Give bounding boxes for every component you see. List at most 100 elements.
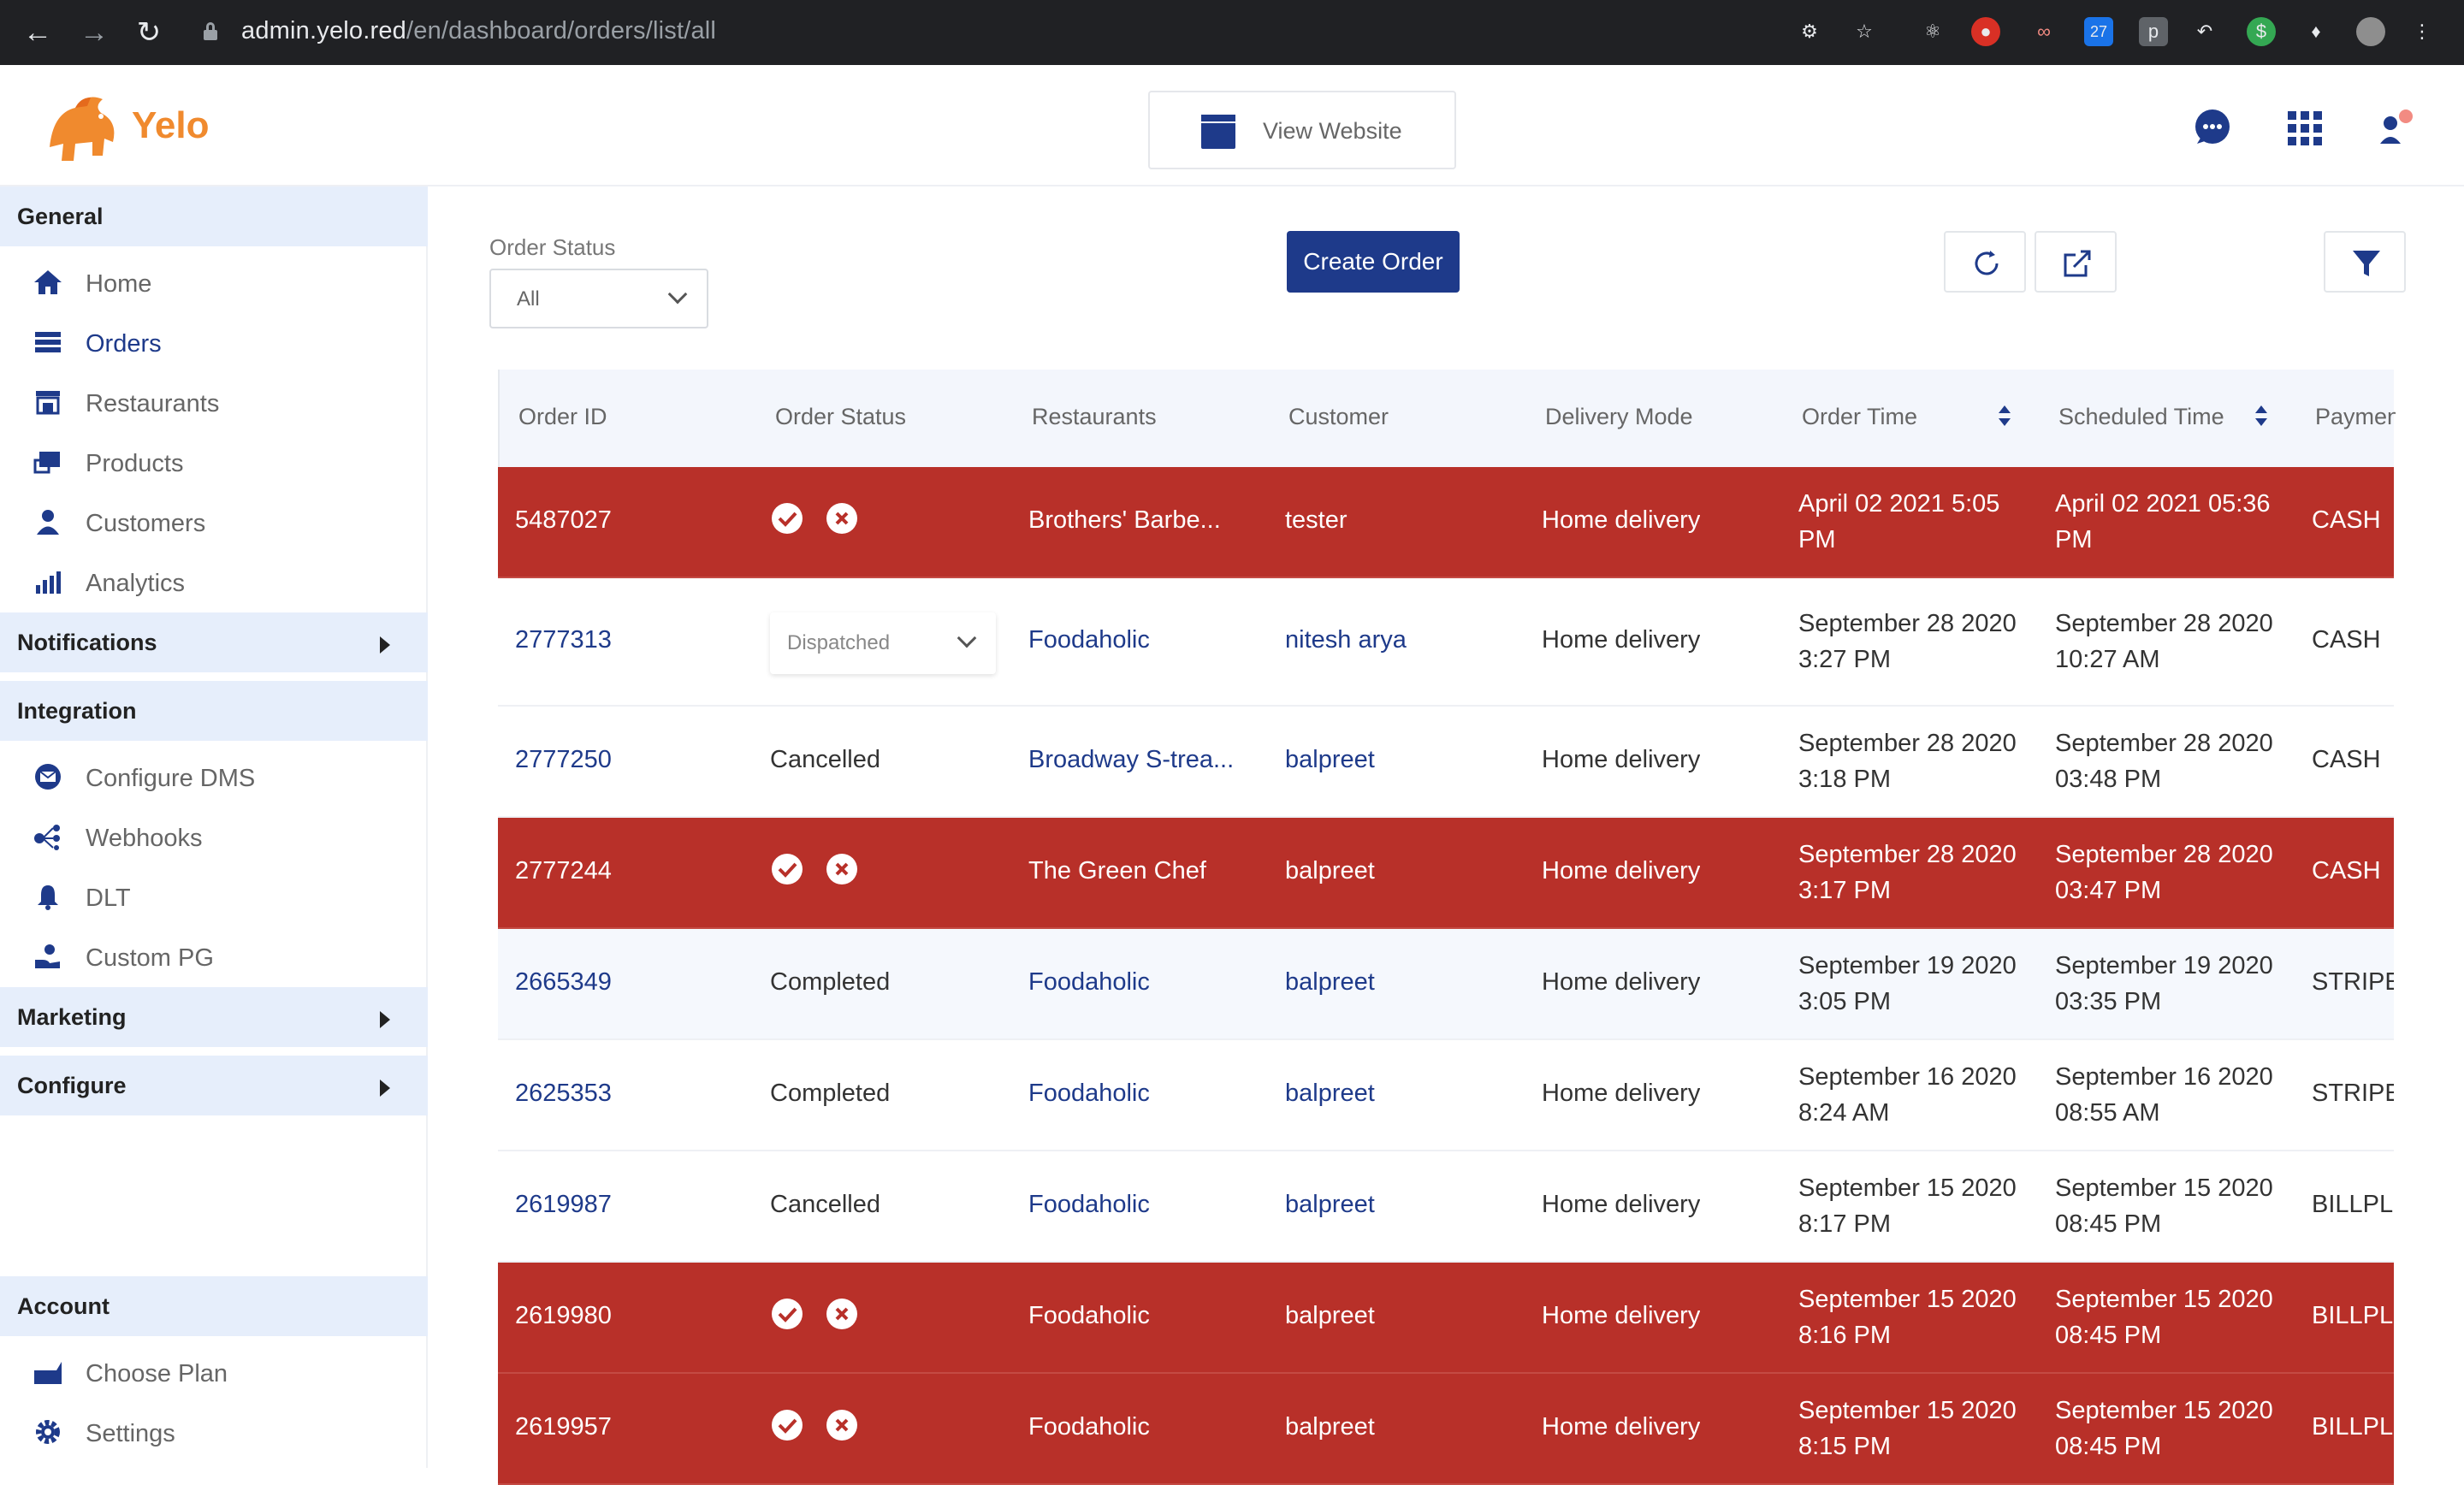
accept-order-button[interactable] <box>772 1410 803 1441</box>
order-status-dropdown[interactable]: Dispatched <box>770 612 996 674</box>
star-icon[interactable]: ☆ <box>1856 21 1873 42</box>
sidebar-item-custom-pg[interactable]: Custom PG <box>0 931 428 982</box>
chat-icon[interactable] <box>2190 106 2235 151</box>
sidebar-item-restaurants[interactable]: Restaurants <box>0 376 428 428</box>
customer-name[interactable]: nitesh arya <box>1285 626 1407 654</box>
table-row[interactable]: 2619957 Foodaholic balpreet Home deliver… <box>498 1374 2394 1485</box>
scheduled-time-line: September 19 2020 <box>2055 952 2273 979</box>
puzzle-icon[interactable]: ♦ <box>2311 21 2321 42</box>
extension-icon[interactable]: p <box>2139 17 2168 46</box>
customer-name[interactable]: balpreet <box>1285 1080 1375 1107</box>
reject-order-button[interactable] <box>826 1410 857 1441</box>
sidebar-item-products[interactable]: Products <box>0 436 428 488</box>
sidebar-item-home[interactable]: Home <box>0 257 428 308</box>
restaurant-name[interactable]: Foodaholic <box>1028 626 1150 654</box>
sort-icon[interactable] <box>1997 404 2012 428</box>
column-header-customer[interactable]: Customer <box>1288 404 1389 429</box>
table-row[interactable]: 2777313 Dispatched Foodaholic nitesh ary… <box>498 578 2394 707</box>
accept-order-button[interactable] <box>772 854 803 884</box>
table-row[interactable]: 2777250 Cancelled Broadway S-trea... bal… <box>498 707 2394 818</box>
extension-icon[interactable]: 27 <box>2084 17 2113 46</box>
export-button[interactable] <box>2035 231 2117 293</box>
column-header-payment[interactable]: Paymen <box>2315 404 2396 429</box>
customer-name[interactable]: balpreet <box>1285 857 1375 884</box>
extension-icon[interactable]: ∞ <box>2037 21 2051 42</box>
customer-name[interactable]: balpreet <box>1285 968 1375 996</box>
order-id[interactable]: 5487027 <box>515 506 612 534</box>
table-row[interactable]: 5487027 Brothers' Barbe... tester Home d… <box>498 467 2394 578</box>
customer-name[interactable]: balpreet <box>1285 1191 1375 1218</box>
sidebar-item-webhooks[interactable]: Webhooks <box>0 811 428 862</box>
forward-icon[interactable]: → <box>80 16 109 49</box>
translate-icon[interactable]: ⚙ <box>1801 21 1818 42</box>
accept-order-button[interactable] <box>772 1299 803 1329</box>
reload-icon[interactable]: ↻ <box>136 16 162 49</box>
order-id[interactable]: 2777313 <box>515 626 612 654</box>
column-header-scheduled-time[interactable]: Scheduled Time <box>2058 404 2224 429</box>
table-row[interactable]: 2665349 Completed Foodaholic balpreet Ho… <box>498 929 2394 1040</box>
customer-name[interactable]: balpreet <box>1285 1413 1375 1441</box>
refresh-button[interactable] <box>1944 231 2026 293</box>
create-order-button[interactable]: Create Order <box>1287 231 1460 293</box>
order-id[interactable]: 2625353 <box>515 1080 612 1107</box>
products-icon <box>33 452 60 474</box>
section-notifications[interactable]: Notifications <box>0 612 428 672</box>
sort-icon[interactable] <box>2254 404 2269 428</box>
column-header-order-id[interactable]: Order ID <box>518 404 607 429</box>
view-website-button[interactable]: View Website <box>1148 91 1456 169</box>
restaurant-name[interactable]: Foodaholic <box>1028 1302 1150 1329</box>
order-status-filter[interactable]: All <box>489 269 708 328</box>
extension-icon[interactable]: $ <box>2247 17 2276 46</box>
customer-name[interactable]: balpreet <box>1285 1302 1375 1329</box>
order-id[interactable]: 2777244 <box>515 857 612 884</box>
customer-name[interactable]: balpreet <box>1285 746 1375 773</box>
column-header-restaurants[interactable]: Restaurants <box>1032 404 1157 429</box>
restaurant-name[interactable]: Broadway S-trea... <box>1028 746 1235 773</box>
reject-order-button[interactable] <box>826 1299 857 1329</box>
restaurant-name[interactable]: Foodaholic <box>1028 1191 1150 1218</box>
restaurant-name[interactable]: Brothers' Barbe... <box>1028 506 1221 534</box>
sidebar-item-configure-dms[interactable]: Configure DMS <box>0 751 428 802</box>
lion-icon <box>50 97 115 161</box>
table-row[interactable]: 2625353 Completed Foodaholic balpreet Ho… <box>498 1040 2394 1151</box>
apps-grid-icon[interactable] <box>2283 106 2327 151</box>
restaurant-name[interactable]: The Green Chef <box>1028 857 1206 884</box>
order-id[interactable]: 2619980 <box>515 1302 612 1329</box>
order-id[interactable]: 2619957 <box>515 1413 612 1441</box>
avatar[interactable] <box>2356 17 2385 46</box>
kebab-menu-icon[interactable]: ⋮ <box>2413 21 2431 42</box>
yelo-logo[interactable] <box>41 87 229 166</box>
column-header-order-status[interactable]: Order Status <box>775 404 907 429</box>
section-configure[interactable]: Configure <box>0 1056 428 1115</box>
user-notification-icon[interactable] <box>2373 106 2418 151</box>
sidebar-item-choose-plan[interactable]: Choose Plan <box>0 1346 428 1398</box>
table-row[interactable]: 2777244 The Green Chef balpreet Home del… <box>498 818 2394 929</box>
order-id[interactable]: 2619987 <box>515 1191 612 1218</box>
sidebar-item-settings[interactable]: Settings <box>0 1406 428 1458</box>
reject-order-button[interactable] <box>826 854 857 884</box>
section-marketing[interactable]: Marketing <box>0 987 428 1047</box>
filter-button[interactable] <box>2324 231 2406 293</box>
column-header-order-time[interactable]: Order Time <box>1802 404 1918 429</box>
table-row[interactable]: 2619987 Cancelled Foodaholic balpreet Ho… <box>498 1151 2394 1263</box>
sidebar-item-dlt[interactable]: DLT <box>0 871 428 922</box>
sidebar-item-analytics[interactable]: Analytics <box>0 556 428 607</box>
accept-order-button[interactable] <box>772 503 803 534</box>
extension-icon[interactable]: ↶ <box>2196 21 2213 42</box>
restaurant-name[interactable]: Foodaholic <box>1028 968 1150 996</box>
react-devtools-icon[interactable]: ⚛ <box>1924 21 1941 42</box>
sidebar-item-customers[interactable]: Customers <box>0 496 428 547</box>
sidebar-item-orders[interactable]: Orders <box>0 317 428 368</box>
order-id[interactable]: 2665349 <box>515 968 612 996</box>
customer-name[interactable]: tester <box>1285 506 1348 534</box>
extension-icon[interactable]: ● <box>1971 17 2000 46</box>
table-row[interactable]: 2619980 Foodaholic balpreet Home deliver… <box>498 1263 2394 1374</box>
reject-order-button[interactable] <box>826 503 857 534</box>
back-icon[interactable]: ← <box>23 16 52 49</box>
restaurant-name[interactable]: Foodaholic <box>1028 1413 1150 1441</box>
order-id[interactable]: 2777250 <box>515 746 612 773</box>
column-header-delivery-mode[interactable]: Delivery Mode <box>1545 404 1693 429</box>
restaurant-name[interactable]: Foodaholic <box>1028 1080 1150 1107</box>
url-text[interactable]: admin.yelo.red/en/dashboard/orders/list/… <box>241 17 717 44</box>
order-time: September 28 2020 3:17 PM <box>1798 837 2017 908</box>
